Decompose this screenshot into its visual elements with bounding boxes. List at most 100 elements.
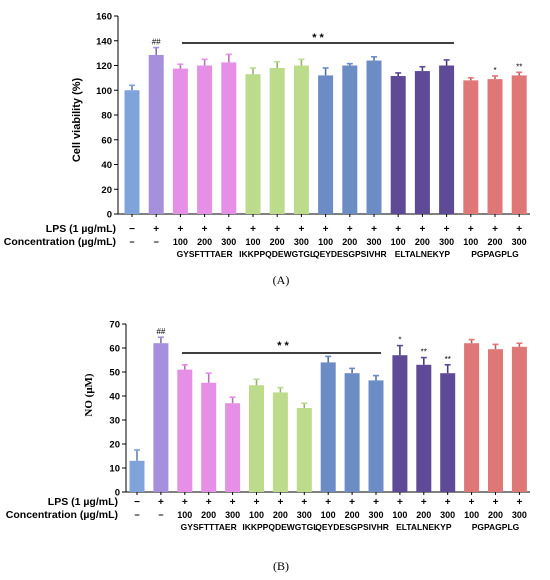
panel-b-y-tick-label: 60: [109, 344, 120, 355]
panel-b-lps-value: −: [134, 497, 140, 508]
panel-a-lps-value: +: [468, 224, 474, 235]
panel-a-concentration-value: 200: [487, 237, 502, 247]
panel-b-lps-value: +: [254, 497, 260, 508]
panel-a-group-label: GYSFTTTAER: [177, 249, 233, 259]
panel-a-concentration-value: 100: [391, 237, 406, 247]
panel-a-y-tick-label: 160: [96, 12, 112, 23]
panel-b-group-label: QEYDESGPSIVHR: [315, 522, 389, 532]
panel-b-lps-value: +: [445, 497, 451, 508]
panel-b-group-label: ELTALNEKYP: [396, 522, 452, 532]
panel-a-y-tick-label: 60: [101, 135, 112, 146]
panel-b-lps-value: +: [325, 497, 331, 508]
panel-b-y-tick-label: 50: [109, 368, 120, 379]
panel-a-concentration-value: −: [154, 237, 159, 247]
panel-b-concentration-value: 300: [297, 510, 312, 520]
panel-b-bar: [440, 373, 456, 492]
panel-b-ylabel: NO (μM): [83, 373, 95, 417]
panel-a-concentration-value: 100: [463, 237, 478, 247]
panel-a-bar: [463, 80, 479, 214]
panel-b-lps-value: +: [516, 497, 522, 508]
panel-a-bar: [197, 65, 213, 214]
panel-b-bar: [296, 408, 312, 492]
panel-b-lps-value: +: [373, 497, 379, 508]
panel-b-bar: [129, 460, 145, 492]
panel-b-concentration-value: 100: [321, 510, 336, 520]
panel-b-bar: [416, 364, 432, 492]
panel-a-bar: [414, 71, 430, 214]
panel-b-bar: [488, 349, 503, 492]
panel-b-lps-value: +: [301, 497, 307, 508]
panel-b-y-tick-label: 40: [109, 392, 120, 403]
panel-a-lps-value: +: [323, 224, 329, 235]
panel-a-lps-value: +: [153, 224, 159, 235]
panel-b-lps-value: +: [397, 497, 403, 508]
panel-b-bar: [249, 385, 264, 492]
panel-b-bar: [272, 392, 288, 492]
panel-b-concentration-value: 200: [345, 510, 360, 520]
panel-b-lps-value: +: [230, 497, 236, 508]
panel-a-bar: [439, 65, 455, 214]
panel-a-significance-label: * *: [312, 32, 324, 44]
panel-a-concentration-row-label: Concentration (µg/mL): [4, 236, 116, 248]
panel-a-bar: [172, 68, 188, 214]
panel-b-bar-annotation: **: [421, 348, 427, 357]
panel-a-lps-value: +: [298, 224, 304, 235]
panel-b-bar-annotation: ##: [156, 327, 165, 336]
panel-b-y-tick-label: 70: [109, 320, 120, 331]
panel-a-lps-row-label: LPS (1 µg/mL): [46, 223, 116, 235]
panel-a-concentration-value: 200: [270, 237, 285, 247]
panel-a-lps-value: +: [492, 224, 498, 235]
panel-a-concentration-value: 300: [221, 237, 236, 247]
panel-b-concentration-value: 100: [392, 510, 407, 520]
panel-a-lps-value: +: [177, 224, 183, 235]
panel-b-chart: 0 10 20 30 40 50 60 70 − − ## + − +100 +200 +300 +100 +20…: [109, 320, 530, 532]
panel-a-bar: [293, 65, 309, 214]
panel-b-concentration-value: 300: [368, 510, 383, 520]
panel-b-concentration-value: 200: [273, 510, 288, 520]
panel-b-y-tick-label: 10: [109, 464, 120, 475]
panel-b-bar: [177, 369, 193, 492]
panel-b-concentration-value: −: [134, 510, 139, 520]
panel-a-concentration-value: 300: [366, 237, 381, 247]
panel-a-concentration-value: 300: [439, 237, 454, 247]
panel-a-concentration-value: 200: [415, 237, 430, 247]
panel-a-concentration-value: 300: [294, 237, 309, 247]
panel-b-concentration-value: −: [158, 510, 163, 520]
panel-b-group-label: PGPAGPLG: [472, 522, 520, 532]
panel-b-lps-value: +: [182, 497, 188, 508]
panel-b-bar-annotation: *: [398, 336, 401, 345]
panel-b-label: (B): [273, 559, 289, 573]
panel-b-bar: [511, 346, 527, 492]
panel-a-label: (A): [273, 273, 290, 287]
panel-a-lps-value: +: [371, 224, 377, 235]
panel-b-concentration-value: 200: [201, 510, 216, 520]
panel-b-bar: [225, 403, 241, 492]
panel-a-concentration-value: 100: [245, 237, 260, 247]
panel-b-y-tick-label: 0: [115, 488, 120, 499]
panel-b-lps-value: +: [421, 497, 427, 508]
panel-a-lps-value: +: [395, 224, 401, 235]
panel-b-y-tick-label: 20: [109, 440, 120, 451]
panel-a-y-tick-label: 0: [107, 210, 112, 221]
panel-a-bar: [511, 75, 527, 215]
panel-a-bar: [124, 90, 140, 214]
panel-b-lps-value: +: [206, 497, 212, 508]
panel-a-bar: [148, 54, 164, 215]
panel-a-group-label: PGPAGPLG: [471, 249, 519, 259]
panel-b-lps-value: +: [158, 497, 164, 508]
panel-b-concentration-value: 300: [440, 510, 455, 520]
panel-b-bar: [153, 343, 169, 492]
panel-b-concentration-value: 300: [225, 510, 240, 520]
panel-b-bar: [368, 380, 384, 492]
panel-a-group-label: QEYDESGPSIVHR: [313, 249, 387, 259]
panel-a-bar-annotation: ##: [152, 38, 161, 47]
panel-a-bar: [318, 75, 334, 215]
panel-b-group-label: IKKPPQDEWGTGL: [242, 522, 318, 532]
panel-a-ylabel: Cell viability (%): [71, 77, 83, 162]
panel-b-lps-row-label: LPS (1 µg/mL): [48, 496, 118, 508]
panel-b-bar: [201, 382, 217, 492]
panel-a-bar: [342, 65, 358, 214]
panel-b-concentration-value: 300: [512, 510, 527, 520]
panel-a-concentration-value: 100: [318, 237, 333, 247]
